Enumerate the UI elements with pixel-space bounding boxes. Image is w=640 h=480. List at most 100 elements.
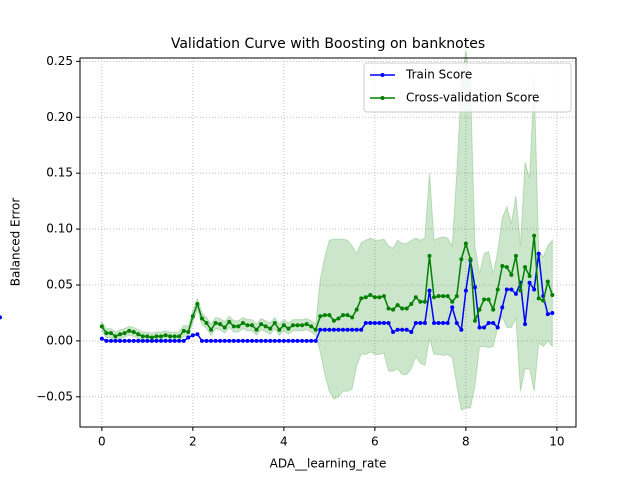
point — [495, 325, 500, 330]
point — [459, 257, 464, 262]
point — [240, 321, 245, 326]
point — [227, 338, 232, 343]
point — [454, 294, 459, 299]
point — [427, 288, 432, 293]
point — [268, 326, 273, 331]
x-tick-label: 10 — [549, 435, 564, 449]
point — [513, 291, 518, 296]
point — [181, 338, 186, 343]
point — [231, 324, 236, 329]
point — [236, 324, 241, 329]
point — [432, 321, 437, 326]
point — [550, 293, 555, 298]
point — [104, 338, 109, 343]
point — [295, 323, 300, 328]
point — [527, 274, 532, 279]
point — [395, 303, 400, 308]
y-tick-label: 0.25 — [46, 54, 73, 68]
point — [413, 321, 418, 326]
point — [322, 327, 327, 332]
point — [309, 338, 314, 343]
point — [177, 334, 182, 339]
point — [463, 241, 468, 246]
point — [281, 323, 286, 328]
point — [354, 327, 359, 332]
point — [422, 299, 427, 304]
x-axis-label: ADA__learning_rate — [270, 457, 387, 471]
point — [491, 321, 496, 326]
point — [163, 338, 168, 343]
point — [436, 294, 441, 299]
point — [154, 338, 159, 343]
point — [250, 323, 255, 328]
point — [400, 327, 405, 332]
point — [0, 315, 2, 320]
point — [204, 338, 209, 343]
point — [372, 321, 377, 326]
point — [468, 257, 473, 262]
point — [300, 323, 305, 328]
point — [136, 338, 141, 343]
point — [231, 338, 236, 343]
legend-marker — [380, 96, 385, 100]
series-line — [101, 235, 554, 339]
point — [304, 322, 309, 327]
point — [127, 328, 132, 333]
point — [472, 318, 477, 323]
x-tick-label: 6 — [371, 435, 379, 449]
point — [500, 263, 505, 268]
point — [445, 294, 450, 299]
point — [436, 321, 441, 326]
point — [313, 338, 318, 343]
point — [186, 335, 191, 340]
point — [113, 334, 118, 339]
point — [190, 333, 195, 338]
point — [477, 307, 482, 312]
point — [259, 338, 264, 343]
point — [168, 338, 173, 343]
point — [341, 327, 346, 332]
point — [432, 295, 437, 300]
point — [327, 313, 332, 318]
legend-marker — [380, 73, 385, 77]
point — [363, 295, 368, 300]
point — [359, 327, 364, 332]
point — [422, 321, 427, 326]
point — [272, 321, 277, 326]
point — [286, 326, 291, 331]
point — [108, 338, 113, 343]
point — [154, 334, 159, 339]
point — [418, 321, 423, 326]
point — [404, 306, 409, 311]
point — [222, 325, 227, 330]
point — [268, 338, 273, 343]
point — [331, 327, 336, 332]
point — [350, 327, 355, 332]
point — [172, 338, 177, 343]
point — [118, 338, 123, 343]
point — [345, 313, 350, 318]
point — [118, 332, 123, 337]
point — [218, 322, 223, 327]
point — [158, 338, 163, 343]
point — [527, 280, 532, 285]
point — [459, 327, 464, 332]
point — [400, 306, 405, 311]
point — [336, 327, 341, 332]
point — [99, 336, 104, 341]
point — [213, 321, 218, 326]
point — [486, 321, 491, 326]
point — [140, 338, 145, 343]
point — [149, 335, 154, 340]
point — [259, 322, 264, 327]
point — [345, 327, 350, 332]
point — [186, 329, 191, 334]
point — [427, 253, 432, 258]
point — [199, 316, 204, 321]
point — [240, 338, 245, 343]
point — [250, 338, 255, 343]
point — [209, 327, 214, 332]
point — [477, 325, 482, 330]
point — [391, 307, 396, 312]
point — [318, 314, 323, 319]
